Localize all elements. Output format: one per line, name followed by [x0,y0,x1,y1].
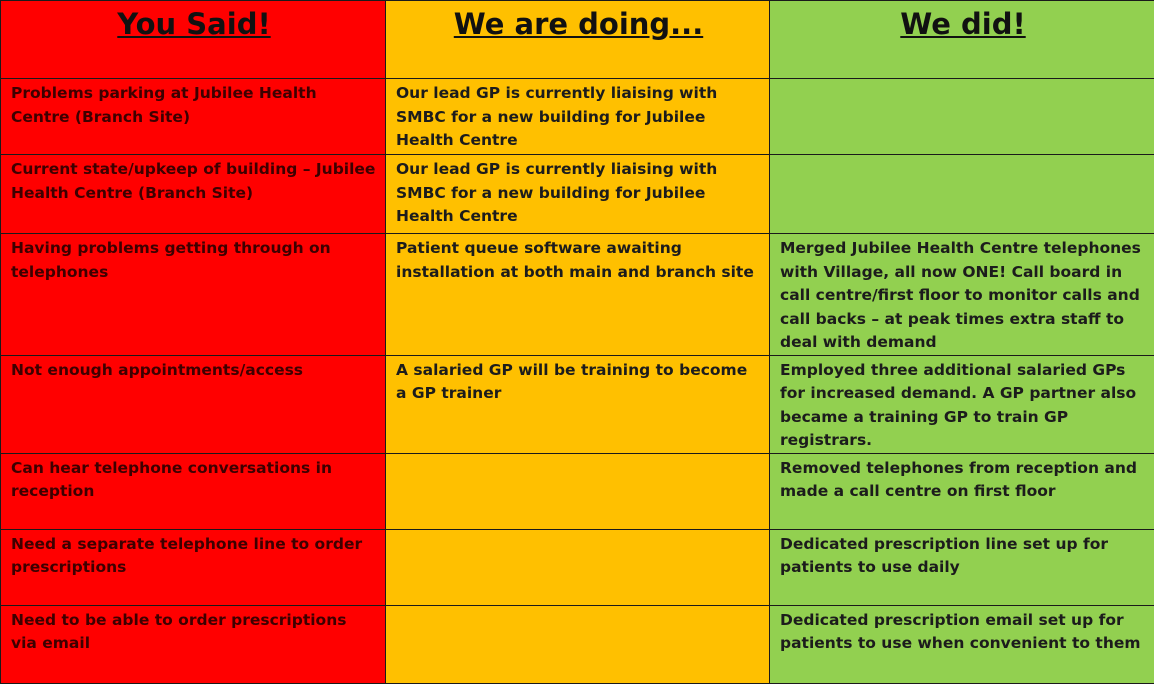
table-row: Current state/upkeep of building – Jubil… [1,155,1154,234]
table-row: Need a separate telephone line to order … [1,529,1154,605]
you-said-cell: Need to be able to order prescriptions v… [1,605,386,683]
we-are-doing-cell: Patient queue software awaiting installa… [386,234,770,356]
we-are-doing-cell [386,453,770,529]
you-said-cell: Having problems getting through on telep… [1,234,386,356]
we-did-cell: Merged Jubilee Health Centre telephones … [770,234,1154,356]
table-row: Having problems getting through on telep… [1,234,1154,356]
header-row: You Said! We are doing... We did! [1,1,1154,79]
we-are-doing-cell: Our lead GP is currently liaising with S… [386,155,770,234]
you-said-cell: Current state/upkeep of building – Jubil… [1,155,386,234]
header-we-are-doing: We are doing... [386,1,770,79]
you-said-cell: Not enough appointments/access [1,355,386,453]
we-are-doing-cell [386,605,770,683]
you-said-cell: Need a separate telephone line to order … [1,529,386,605]
we-are-doing-cell: A salaried GP will be training to become… [386,355,770,453]
we-are-doing-cell: Our lead GP is currently liaising with S… [386,79,770,155]
table-row: Not enough appointments/access A salarie… [1,355,1154,453]
we-did-cell [770,79,1154,155]
table-row: Can hear telephone conversations in rece… [1,453,1154,529]
we-did-cell: Dedicated prescription email set up for … [770,605,1154,683]
you-said-cell: Problems parking at Jubilee Health Centr… [1,79,386,155]
we-did-cell: Dedicated prescription line set up for p… [770,529,1154,605]
we-did-cell: Removed telephones from reception and ma… [770,453,1154,529]
header-we-did: We did! [770,1,1154,79]
table-row: Problems parking at Jubilee Health Centr… [1,79,1154,155]
header-you-said: You Said! [1,1,386,79]
we-did-cell [770,155,1154,234]
table-row: Need to be able to order prescriptions v… [1,605,1154,683]
we-are-doing-cell [386,529,770,605]
we-did-cell: Employed three additional salaried GPs f… [770,355,1154,453]
you-said-cell: Can hear telephone conversations in rece… [1,453,386,529]
